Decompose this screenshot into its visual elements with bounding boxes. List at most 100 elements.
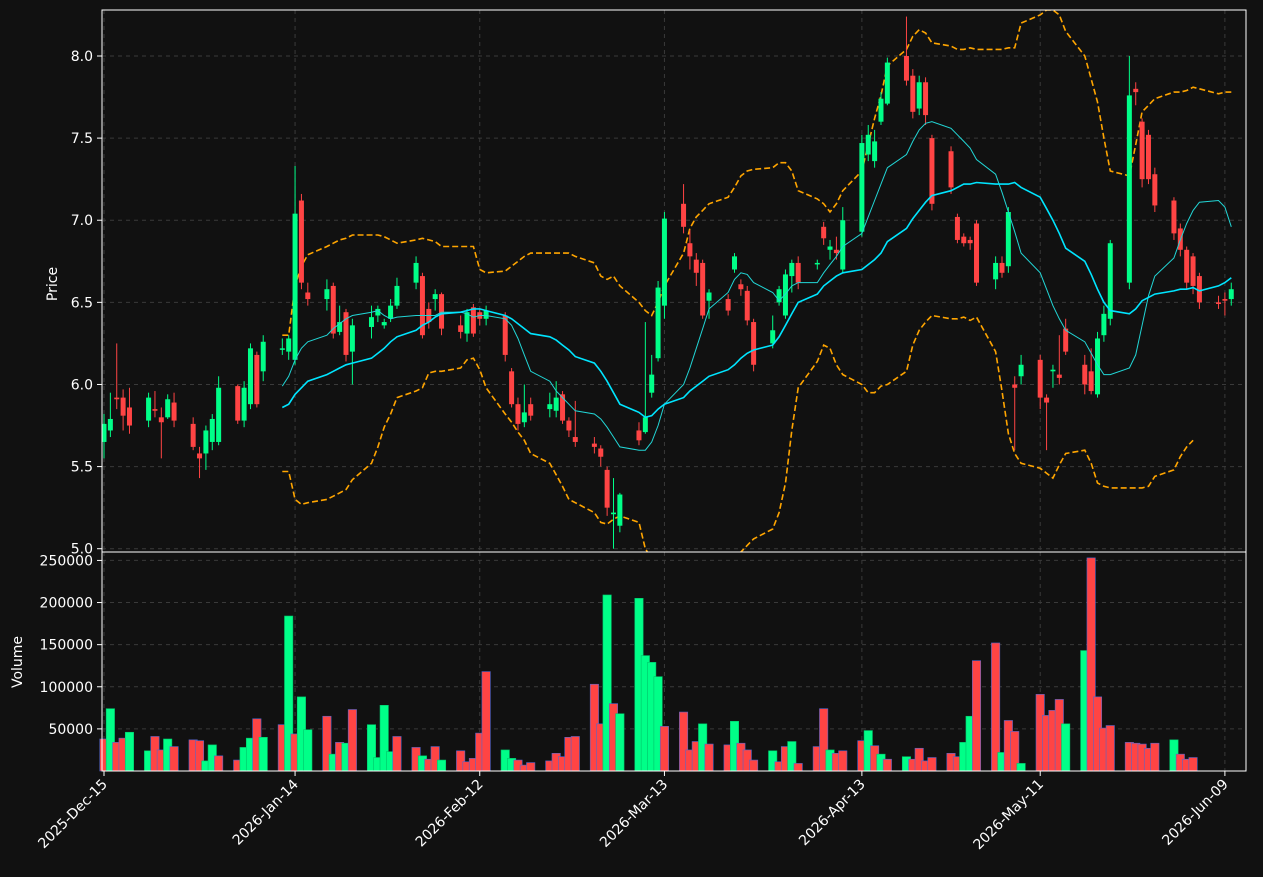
candle-body — [419, 276, 425, 336]
candle-body — [509, 371, 515, 405]
bollinger-upper-line — [282, 10, 1232, 336]
candle-down — [528, 397, 534, 421]
candle-down — [566, 417, 572, 438]
candle-down — [343, 308, 349, 362]
candle-body — [560, 394, 566, 421]
candle-up — [247, 343, 253, 410]
candle-up — [381, 318, 387, 329]
candle-body — [1152, 174, 1158, 206]
candle-down — [903, 16, 909, 86]
candle-down — [126, 387, 132, 434]
candle-body — [1012, 384, 1018, 388]
candle-body — [247, 348, 253, 405]
candle-body — [432, 294, 438, 300]
candle-body — [878, 98, 884, 122]
candle-body — [649, 374, 655, 393]
candle-body — [502, 315, 508, 355]
volume-tick-label: 100000 — [40, 680, 93, 696]
volume-bar-up — [303, 729, 313, 772]
candle-up — [661, 212, 667, 319]
candle-down — [974, 220, 980, 286]
candle-body — [114, 397, 120, 400]
candle-down — [923, 77, 929, 125]
candle-up — [241, 381, 247, 428]
volume-panel-frame — [101, 551, 1247, 772]
candle-body — [483, 310, 489, 319]
candle-down — [961, 233, 967, 247]
price-tick-label: 8.0 — [71, 49, 93, 65]
candle-up — [107, 392, 113, 438]
candle-up — [553, 381, 559, 418]
candle-down — [298, 193, 304, 290]
candle-up — [388, 299, 394, 323]
candle-body — [789, 262, 795, 277]
candle-body — [439, 294, 445, 329]
candle-body — [330, 285, 336, 334]
volume-bar-up — [437, 759, 447, 772]
candle-up — [732, 253, 738, 273]
bollinger-bands — [282, 10, 1232, 552]
candle-body — [1005, 212, 1011, 267]
candle-down — [738, 279, 744, 296]
candle-body — [776, 289, 782, 303]
candle-up — [146, 392, 152, 428]
candle-body — [1133, 88, 1139, 93]
candle-body — [967, 239, 973, 244]
candle-up — [1018, 354, 1024, 385]
candle-up — [368, 305, 374, 339]
candle-body — [610, 512, 616, 515]
candle-down — [910, 69, 916, 119]
candle-body — [738, 284, 744, 290]
candle-body — [241, 387, 247, 421]
x-tick-label: 2026-Mar-13 — [597, 777, 671, 851]
candle-body — [1050, 369, 1056, 372]
candle-body — [681, 203, 687, 227]
price-panel-frame — [101, 9, 1247, 553]
candle-body — [910, 75, 916, 112]
candle-body — [782, 274, 788, 316]
candle-up — [279, 338, 285, 355]
candle-down — [1056, 335, 1062, 385]
candle-body — [903, 55, 909, 81]
candle-body — [368, 317, 374, 327]
candle-body — [324, 289, 330, 300]
candle-body — [126, 407, 132, 426]
candle-body — [859, 143, 865, 232]
candle-body — [821, 226, 827, 239]
volume-bar-down — [793, 763, 803, 772]
candle-body — [120, 397, 126, 416]
candle-down — [190, 417, 196, 451]
candle-down — [254, 351, 260, 408]
candle-down — [821, 221, 827, 245]
candle-down — [681, 184, 687, 234]
candle-body — [515, 404, 521, 424]
candle-body — [1107, 243, 1113, 319]
volume-bar-up — [258, 737, 268, 772]
candle-up — [375, 305, 381, 323]
candle-down — [725, 294, 731, 316]
candle-down — [235, 384, 241, 424]
candles — [101, 16, 1234, 549]
candle-down — [591, 437, 597, 454]
candle-up — [292, 166, 298, 365]
volume-bar-down — [838, 750, 848, 772]
ma-long-line — [281, 181, 1232, 419]
volume-axis-label: Volume — [10, 636, 26, 688]
candle-up — [916, 75, 922, 116]
candle-down — [687, 230, 693, 270]
candle-body — [1139, 121, 1145, 180]
volume-bar-down — [991, 642, 1001, 772]
candle-down — [509, 368, 515, 408]
candle-down — [120, 389, 126, 431]
candle-body — [235, 386, 241, 421]
candle-up — [872, 129, 878, 168]
candle-up — [878, 92, 884, 125]
candle-body — [974, 223, 980, 283]
volume-bar-down — [972, 660, 982, 772]
candle-down — [795, 256, 801, 290]
volume-bar-down — [1188, 757, 1198, 772]
candle-body — [1228, 289, 1234, 300]
candle-body — [795, 262, 801, 283]
x-tick-label: 2026-Jun-09 — [1159, 777, 1231, 849]
